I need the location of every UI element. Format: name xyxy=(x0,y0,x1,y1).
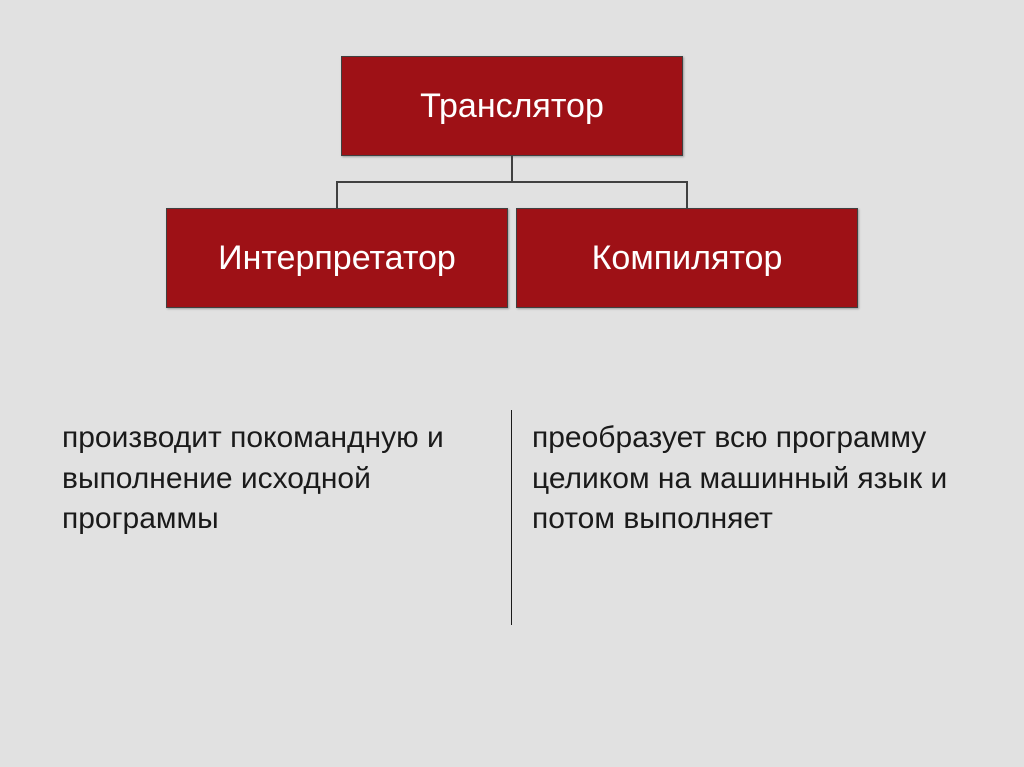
diagram-area: Транслятор Интерпретатор Компилятор xyxy=(0,0,1024,380)
description-right: преобразует всю программу целиком на маш… xyxy=(532,418,964,540)
descriptions-area: производит покомандную и выполнение исхо… xyxy=(0,380,1024,430)
child-left-label: Интерпретатор xyxy=(218,239,456,278)
connector-horizontal xyxy=(336,181,688,183)
root-label: Транслятор xyxy=(420,87,604,126)
connector-left-down xyxy=(336,181,338,208)
connector-root-down xyxy=(511,156,513,182)
root-node: Транслятор xyxy=(341,56,683,156)
child-node-right: Компилятор xyxy=(516,208,858,308)
child-right-label: Компилятор xyxy=(592,239,783,278)
description-left: производит покомандную и выполнение исхо… xyxy=(62,418,487,540)
description-divider xyxy=(511,410,512,625)
connector-right-down xyxy=(686,181,688,208)
child-node-left: Интерпретатор xyxy=(166,208,508,308)
